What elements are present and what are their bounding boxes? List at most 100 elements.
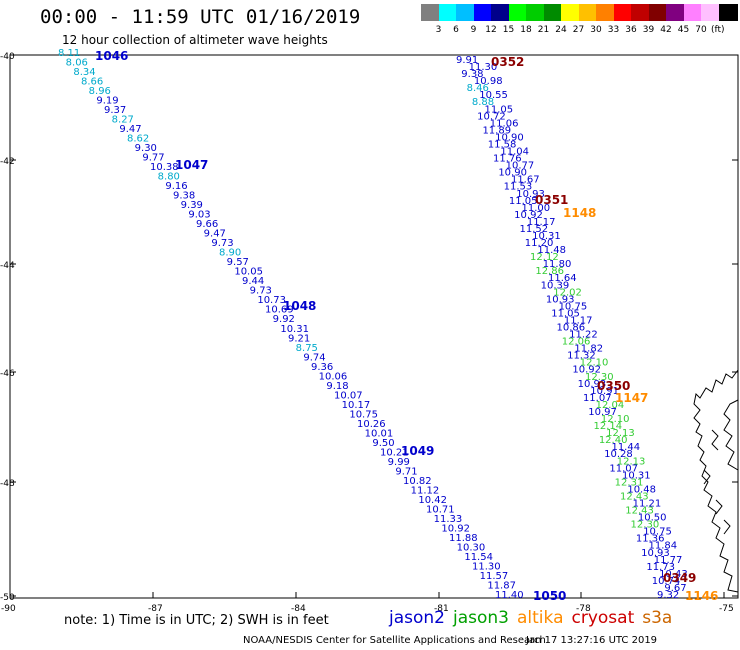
wave-height-value: 9.36 [311,362,333,373]
wave-height-value: 11.53 [504,182,533,193]
wave-height-value: 10.77 [506,161,535,172]
wave-height-value: 11.05 [509,196,538,207]
wave-height-value: 8.66 [81,77,103,88]
legend-item: jason3 [453,608,509,628]
wave-height-value: 9.30 [135,143,157,154]
wave-height-value: 9.73 [250,286,272,297]
color-swatch [526,4,545,21]
color-swatch [543,4,563,21]
wave-height-value: 10.98 [474,76,503,87]
wave-height-value: 10.48 [627,484,656,495]
wave-height-value: 11.32 [567,351,596,362]
pass-time-label: 0352 [491,55,524,69]
wave-height-value: 9.50 [372,438,394,449]
wave-height-value: 8.06 [66,58,88,69]
color-scale-label: 39 [642,25,655,35]
wave-height-value: 9.39 [181,200,203,211]
wave-height-value: 10.86 [557,323,586,334]
wave-height-value: 11.77 [654,555,683,566]
wave-height-value: 11.07 [583,393,612,404]
wave-height-value: 8.96 [89,86,111,97]
color-swatch [648,4,668,21]
wave-height-value: 10.30 [457,542,486,553]
page-title: 00:00 - 11:59 UTC 01/16/2019 [40,6,361,28]
lon-tick-label: -75 [719,604,734,614]
map-frame [9,54,739,599]
legend-item: altika [517,608,564,628]
color-scale-label: 45 [677,25,690,35]
wave-height-value: 12.43 [625,506,654,517]
wave-height-value: 11.89 [482,125,511,136]
wave-height-value: 10.31 [280,324,309,335]
wave-height-value: 11.48 [537,245,566,256]
legend-item: cryosat [571,608,635,628]
lon-tick-label: -90 [1,604,16,614]
wave-height-value: 10.93 [516,189,545,200]
wave-height-value: 11.76 [493,154,522,165]
color-scale-label: 3 [435,25,442,35]
coastline-segment [703,469,711,485]
wave-height-value: 11.05 [551,308,580,319]
wave-height-value: 11.12 [411,485,440,496]
lat-tick-label: -42 [0,157,15,167]
color-swatch [508,4,528,21]
lat-tick-label: -50 [0,593,15,603]
wave-height-value: 11.57 [480,571,509,582]
wave-height-value: 11.64 [548,273,577,284]
wave-height-value: 10.21 [380,447,409,458]
wave-height-value: 12.14 [594,421,623,432]
coastline-segment [723,519,731,535]
pass-time-label: 0351 [535,193,568,207]
axis-ticks: -90 -87 -84 -81 -78 -75 -40 -42 -44 -46 -48 -50 [0,52,738,614]
wave-height-value: 9.47 [204,229,226,240]
wave-height-value: 10.01 [365,428,394,439]
coastline-segment [715,499,723,515]
pass-time-label: 1147 [615,391,648,405]
wave-height-value: 11.22 [569,330,598,341]
lat-tick-label: -44 [0,261,15,271]
color-swatch [561,4,580,21]
color-scale-label: 36 [625,25,637,35]
color-swatch [701,4,720,21]
wave-height-value: 10.90 [495,132,524,143]
pass-time-label: 1049 [401,444,434,458]
satellite-legend: jason2 jason3 altika cryosat s3a [389,608,680,628]
wave-height-value: 9.57 [227,257,249,268]
color-scale-label: 33 [607,25,620,35]
wave-height-value: 11.00 [522,203,551,214]
wave-height-value: 11.06 [490,118,519,129]
wave-height-value: 9.32 [657,590,679,601]
wave-height-value: 10.43 [659,569,688,580]
wave-height-value: 11.87 [487,580,516,591]
wave-height-value: 11.88 [449,533,478,544]
wave-height-value: 9.37 [104,105,126,116]
color-swatch [718,4,738,21]
coastline-segment [711,429,719,451]
wave-height-value: 11.82 [574,344,603,355]
wave-height-value: 9.38 [461,69,483,80]
color-scale-label: 70 [695,25,707,35]
wave-height-value: 9.92 [273,314,295,325]
wave-height-value: 10.31 [532,231,561,242]
pass-time-label: 1146 [685,589,718,603]
wave-height-value: 11.17 [564,315,593,326]
wave-height-value: 10.72 [477,111,506,122]
wave-height-value: 11.54 [464,552,493,563]
wave-height-value: 12.02 [553,287,582,298]
wave-height-value: 10.39 [541,280,570,291]
wave-height-value: 9.67 [664,583,686,594]
wave-height-value: 8.90 [219,248,241,259]
wave-height-value: 9.47 [119,124,141,135]
color-scale-label: 9 [470,25,477,35]
wave-height-value: 9.99 [388,457,410,468]
wave-height-value: 12.30 [631,520,660,531]
wave-height-value: 12.30 [585,372,614,383]
wave-height-value: 8.88 [472,97,494,108]
color-swatch [666,4,685,21]
color-scale-label: 6 [453,25,459,35]
wave-height-value: 10.42 [418,495,447,506]
wave-height-value: 12.10 [580,358,609,369]
wave-height-value: 10.17 [342,400,371,411]
wave-height-value: 11.40 [495,590,524,601]
